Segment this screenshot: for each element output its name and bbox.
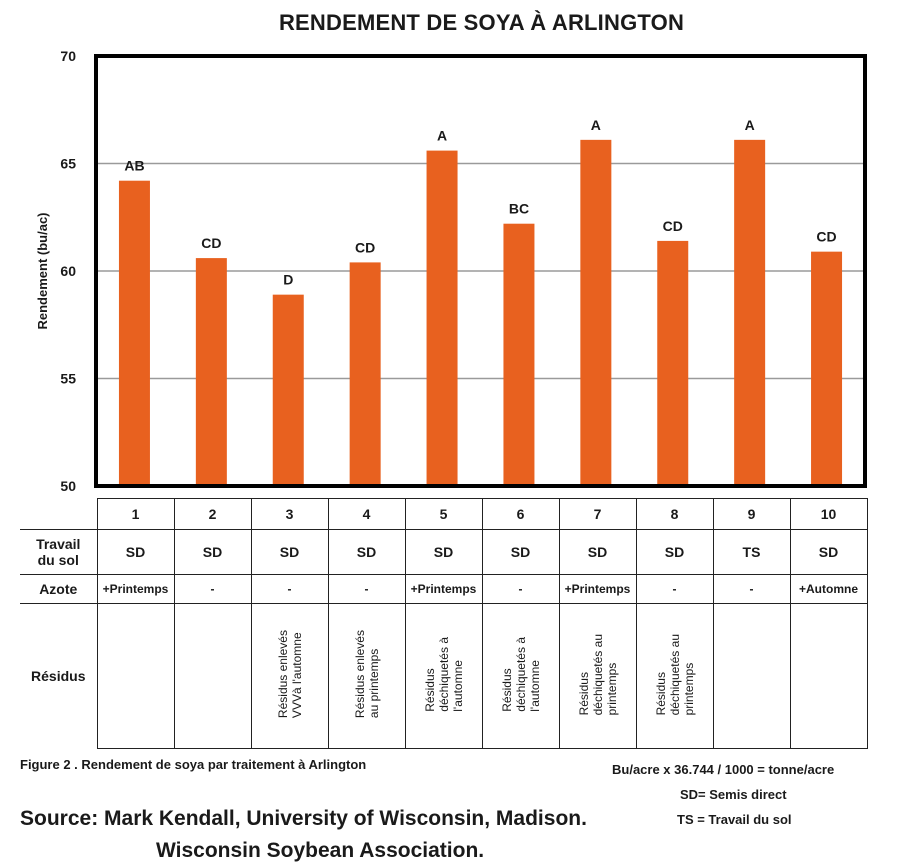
cell-azote: +Printemps: [558, 574, 637, 604]
y-tick-label: 55: [60, 371, 76, 387]
residus-text: Résidus enlevés VVVà l'automne: [275, 630, 304, 719]
chart-title: RENDEMENT DE SOYA À ARLINGTON: [278, 10, 685, 35]
bar: [580, 139, 612, 486]
y-tick-label: 50: [60, 478, 76, 494]
cell-residus: Résidus enlevés au printemps: [327, 603, 406, 749]
cell-azote: -: [327, 574, 406, 604]
cell-residus: Résidus enlevés VVVà l'automne: [250, 603, 329, 749]
cell-num: 9: [712, 498, 791, 530]
cell-residus: Résidus déchiquetés à l'automne: [404, 603, 483, 749]
residus-text: Résidus déchiquetés au printemps: [576, 633, 619, 716]
bars: [118, 139, 843, 486]
cell-num: 1: [96, 498, 175, 530]
y-tick-label: 70: [60, 48, 76, 64]
bar-data-label: A: [745, 117, 755, 133]
data-labels: AB CD D CD A BC A CD A CD: [124, 117, 836, 288]
unit-conversion-note: Bu/acre x 36.744 / 1000 = tonne/acre: [612, 762, 835, 777]
cell-num: 4: [327, 498, 406, 530]
cell-travail: SD: [481, 529, 560, 575]
cell-azote: -: [250, 574, 329, 604]
cell-num: 7: [558, 498, 637, 530]
cell-travail: SD: [250, 529, 329, 575]
source-line-1: Source: Mark Kendall, University of Wisc…: [20, 807, 587, 830]
cell-travail: SD: [635, 529, 714, 575]
y-axis-label: Rendement (bu/ac): [35, 212, 50, 329]
legend-sd: SD= Semis direct: [680, 787, 787, 802]
cell-travail: SD: [404, 529, 483, 575]
cell-num: 2: [173, 498, 252, 530]
cell-azote: -: [712, 574, 791, 604]
y-axis-ticks: 50 55 60 65 70: [60, 48, 76, 494]
cell-azote: -: [635, 574, 714, 604]
cell-travail: SD: [327, 529, 406, 575]
plot-frame: [94, 54, 867, 488]
row-residus: Résidus Résidus enlevés VVVà l'automne Ré…: [20, 603, 868, 749]
residus-text: Résidus déchiquetés à l'automne: [422, 637, 465, 712]
legend-ts: TS = Travail du sol: [677, 812, 792, 827]
cell-travail: SD: [173, 529, 252, 575]
bar-data-label: D: [283, 272, 293, 288]
bar: [118, 180, 150, 486]
cell-travail: SD: [558, 529, 637, 575]
cell-residus: Résidus déchiquetés à l'automne: [481, 603, 560, 749]
figure-caption: Figure 2 . Rendement de soya par traitem…: [20, 757, 367, 772]
cell-num: 5: [404, 498, 483, 530]
cell-num: 3: [250, 498, 329, 530]
bar: [272, 294, 304, 486]
bar-data-label: BC: [509, 201, 529, 217]
cell-residus: Résidus déchiquetés au printemps: [558, 603, 637, 749]
row-treatment-number: 1 2 3 4 5 6 7 8 9 10: [20, 498, 868, 530]
bar: [426, 150, 458, 486]
row-azote: Azote +Printemps - - - +Printemps - +Printemps…: [20, 574, 868, 604]
row-header-residus: Résidus: [20, 603, 98, 749]
bar-data-label: A: [591, 117, 601, 133]
blank-cell: [20, 498, 98, 530]
row-header-azote: Azote: [20, 574, 98, 604]
cell-num: 8: [635, 498, 714, 530]
bar: [657, 240, 689, 486]
bar: [811, 251, 843, 486]
row-header-travail: Travail du sol: [20, 529, 98, 575]
cell-num: 10: [789, 498, 868, 530]
bar-data-label: A: [437, 128, 447, 144]
cell-num: 6: [481, 498, 560, 530]
cell-azote: +Printemps: [96, 574, 175, 604]
cell-travail: TS: [712, 529, 791, 575]
cell-azote: +Printemps: [404, 574, 483, 604]
bar-data-label: CD: [201, 235, 221, 251]
cell-travail: SD: [96, 529, 175, 575]
bar: [734, 139, 766, 486]
bar: [349, 262, 381, 486]
bar-chart: AB CD D CD A BC A CD A CD 50 55 60 65 70 Rendement (b…: [35, 48, 867, 494]
residus-text: Résidus enlevés au printemps: [352, 630, 381, 719]
cell-residus: [173, 603, 252, 749]
source-line-2: Wisconsin Soybean Association.: [156, 839, 485, 862]
residus-text: Résidus déchiquetés au printemps: [653, 633, 696, 716]
cell-azote: -: [481, 574, 560, 604]
cell-azote: +Automne: [789, 574, 868, 604]
bar-data-label: CD: [355, 239, 375, 255]
bar: [503, 223, 535, 486]
bar-data-label: CD: [663, 218, 683, 234]
bar: [195, 258, 227, 486]
cell-travail: SD: [789, 529, 868, 575]
cell-residus: [96, 603, 175, 749]
bar-data-label: AB: [124, 158, 144, 174]
cell-residus: [712, 603, 791, 749]
cell-azote: -: [173, 574, 252, 604]
treatment-table: 1 2 3 4 5 6 7 8 9 10 Travail du sol SD SD SD SD SD SD S…: [20, 498, 868, 749]
row-travail: Travail du sol SD SD SD SD SD SD SD SD TS SD: [20, 529, 868, 575]
bar-data-label: CD: [816, 229, 836, 245]
y-tick-label: 65: [60, 156, 76, 172]
cell-residus: [789, 603, 868, 749]
cell-residus: Résidus déchiquetés au printemps: [635, 603, 714, 749]
y-tick-label: 60: [60, 263, 76, 279]
residus-text: Résidus déchiquetés à l'automne: [499, 637, 542, 712]
